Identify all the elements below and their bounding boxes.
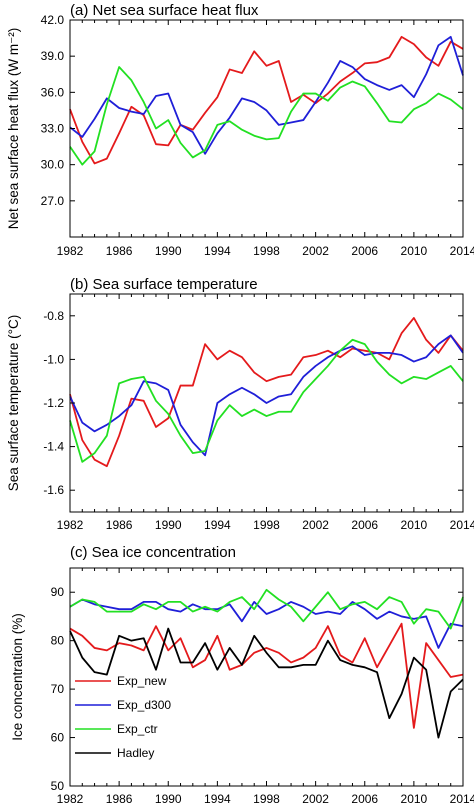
series-line-exp-d300 <box>69 35 464 155</box>
x-tick-label: 2010 <box>401 244 428 258</box>
y-tick-label: 50 <box>51 779 65 793</box>
series-line-exp-ctr <box>69 338 464 463</box>
x-tick-label: 1994 <box>204 792 231 804</box>
y-tick-label: 90 <box>51 585 65 599</box>
x-tick-label: 2002 <box>302 792 329 804</box>
series-group <box>69 317 464 468</box>
y-tick-label: 33.0 <box>41 122 65 136</box>
x-tick-label: 1990 <box>155 518 182 532</box>
y-tick-label: -1.4 <box>43 440 64 454</box>
panel-a: (a) Net sea surface heat flux Net sea sur… <box>6 2 474 258</box>
y-axis-label: Net sea surface heat flux (W m⁻²) <box>6 28 21 229</box>
x-tick-label: 2010 <box>401 518 428 532</box>
y-tick-label: 80 <box>51 634 65 648</box>
chart-title: (c) Sea ice concentration <box>70 544 236 561</box>
y-tick-label: -0.8 <box>43 309 64 323</box>
x-tick-label: 2002 <box>302 518 329 532</box>
chart-title: (b) Sea surface temperature <box>70 276 258 293</box>
y-tick-label: -1.2 <box>43 396 64 410</box>
x-tick-label: 2006 <box>351 792 378 804</box>
x-tick-label: 2014 <box>450 792 474 804</box>
y-tick-label: 36.0 <box>41 85 65 99</box>
x-tick-label: 1990 <box>155 244 182 258</box>
x-tick-label: 1998 <box>253 244 280 258</box>
y-axis-label: Ice concentration (%) <box>10 613 25 741</box>
legend-label: Exp_new <box>117 674 167 688</box>
series-line-exp-new <box>69 622 464 729</box>
x-tick-label: 2002 <box>302 244 329 258</box>
series-line-hadley <box>69 627 464 739</box>
x-tick-label: 2006 <box>351 244 378 258</box>
x-tick-label: 1998 <box>253 518 280 532</box>
x-tick-label: 1982 <box>57 792 84 804</box>
x-tick-label: 1994 <box>204 518 231 532</box>
x-tick-label: 1990 <box>155 792 182 804</box>
x-tick-label: 2014 <box>450 518 474 532</box>
y-tick-label: 42.0 <box>41 13 65 27</box>
y-tick-label: 70 <box>51 682 65 696</box>
x-tick-label: 1986 <box>106 518 133 532</box>
plot-frame <box>69 19 464 238</box>
series-line-exp-d300 <box>69 598 464 649</box>
series-line-exp-new <box>69 317 464 468</box>
series-line-exp-new <box>69 35 464 165</box>
series-group <box>69 588 464 739</box>
panel-b: (b) Sea surface temperature Sea surface t… <box>6 276 474 532</box>
legend: Exp_new Exp_d300 Exp_ctr Hadley <box>75 674 171 760</box>
x-tick-label: 1998 <box>253 792 280 804</box>
x-tick-label: 2006 <box>351 518 378 532</box>
x-tick-label: 1986 <box>106 244 133 258</box>
series-group <box>69 35 464 166</box>
legend-label: Exp_d300 <box>117 698 171 712</box>
y-axis-label: Sea surface temperature (°C) <box>6 315 21 491</box>
y-tick-label: -1.0 <box>43 352 64 366</box>
x-tick-label: 2014 <box>450 244 474 258</box>
y-tick-label: -1.6 <box>43 483 64 497</box>
y-tick-label: 39.0 <box>41 49 65 63</box>
legend-label: Exp_ctr <box>117 722 158 736</box>
x-tick-label: 1994 <box>204 244 231 258</box>
series-line-exp-d300 <box>69 334 464 457</box>
x-tick-label: 2010 <box>401 792 428 804</box>
x-tick-label: 1982 <box>57 518 84 532</box>
y-tick-label: 27.0 <box>41 194 65 208</box>
y-tick-label: 30.0 <box>41 158 65 172</box>
series-line-exp-ctr <box>69 66 464 166</box>
x-tick-label: 1986 <box>106 792 133 804</box>
x-tick-label: 1982 <box>57 244 84 258</box>
series-line-exp-ctr <box>69 588 464 630</box>
legend-label: Hadley <box>117 746 154 760</box>
panel-c: (c) Sea ice concentration Ice concentrati… <box>10 544 474 804</box>
y-tick-label: 60 <box>51 731 65 745</box>
chart-title: (a) Net sea surface heat flux <box>70 2 259 19</box>
